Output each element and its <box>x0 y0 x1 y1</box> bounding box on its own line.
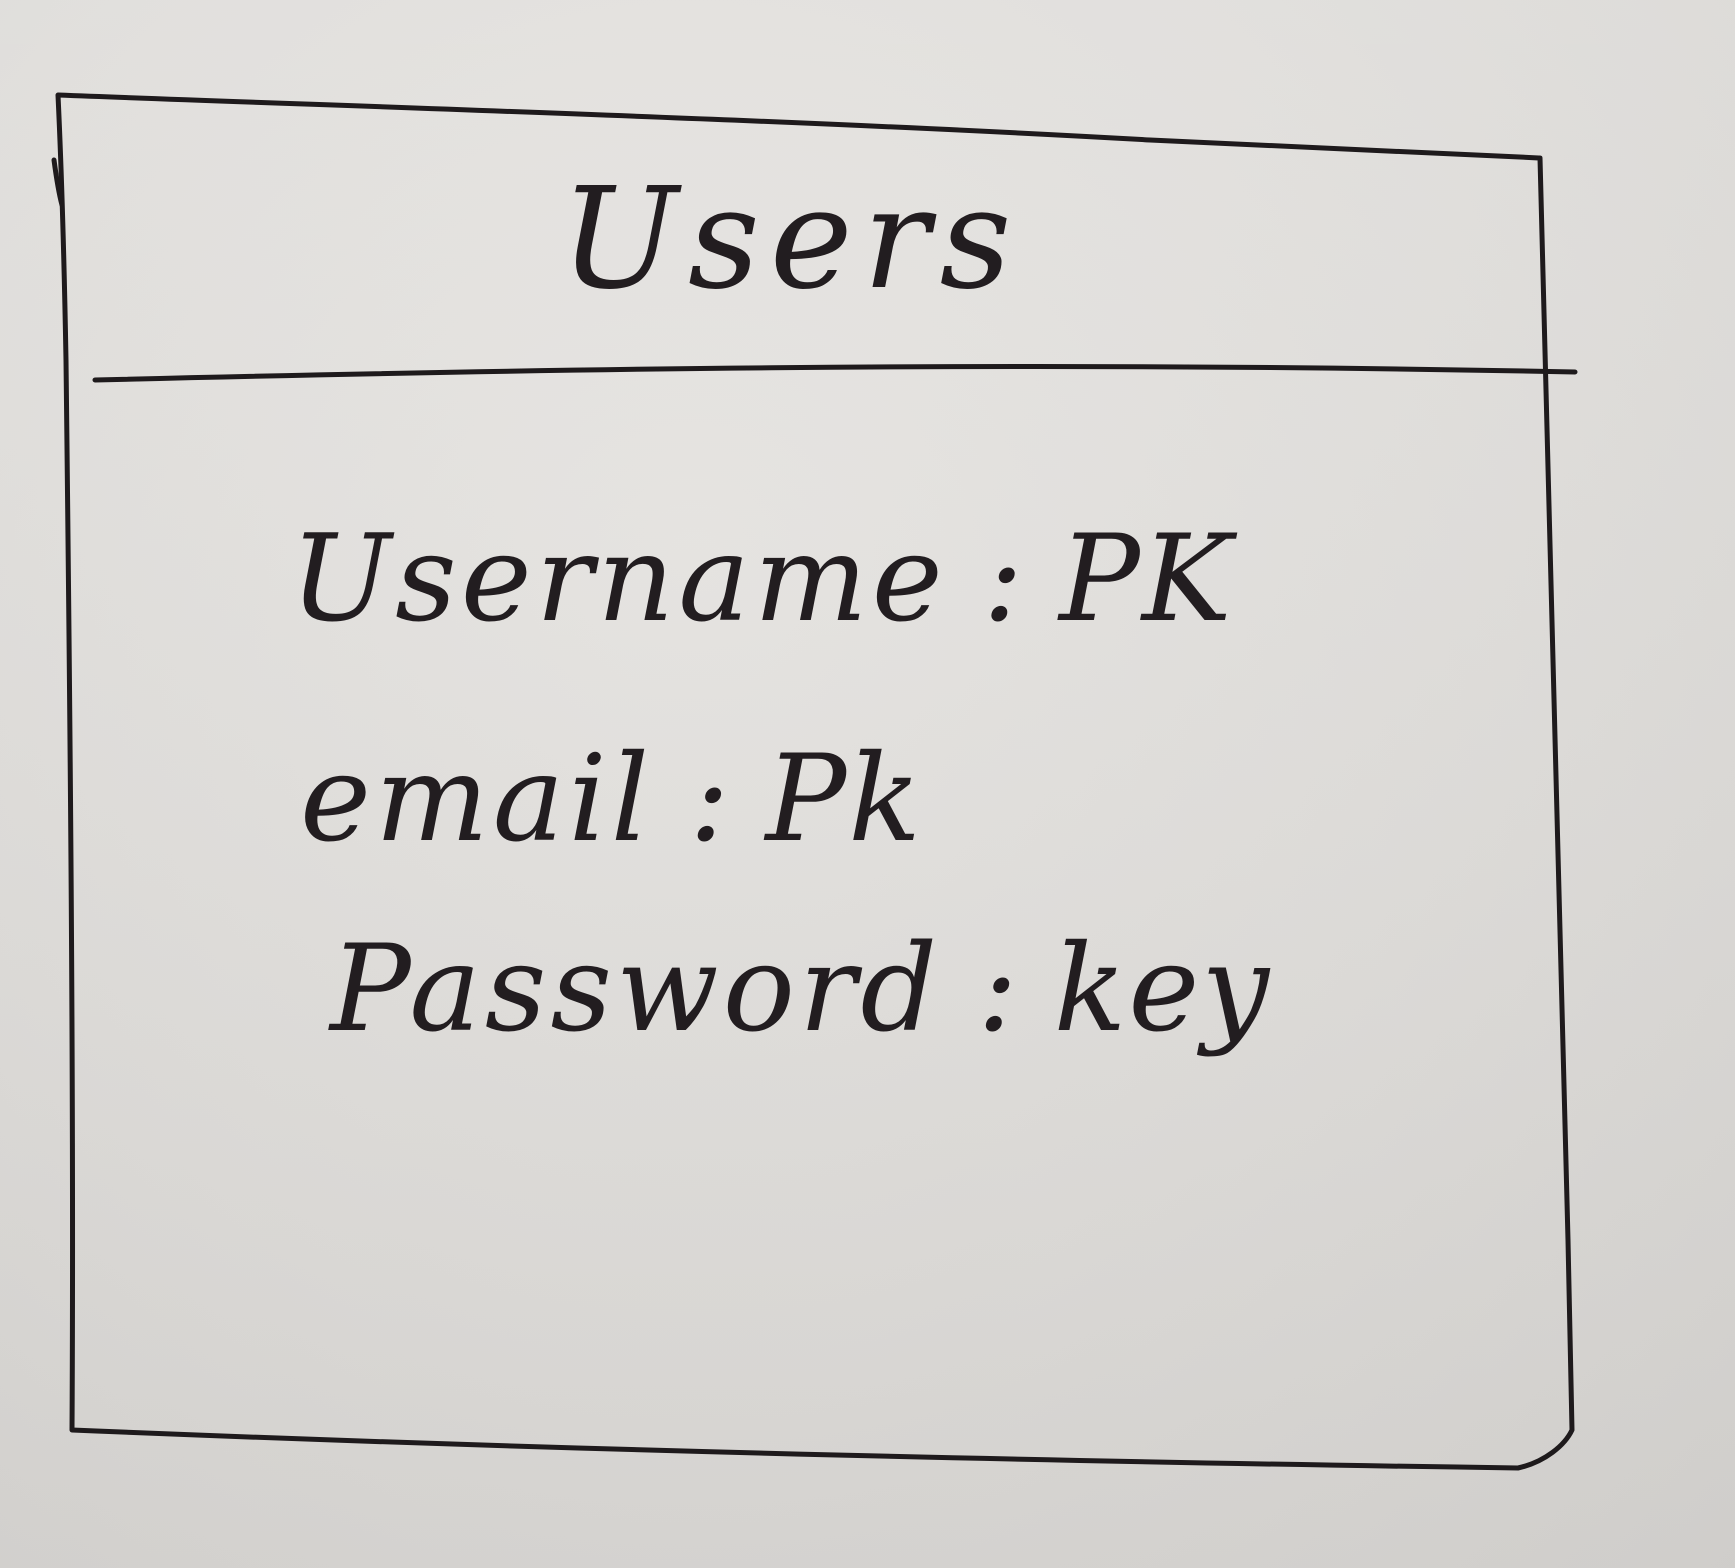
header-divider <box>92 364 1578 383</box>
entity-title: Users <box>560 158 1022 321</box>
entity-box-outline <box>55 92 1575 1471</box>
attribute-row-password: Password: key <box>330 930 1271 1050</box>
attribute-separator: : <box>689 730 730 869</box>
attribute-name: Username <box>290 510 947 649</box>
attribute-key: key <box>1053 920 1272 1059</box>
attribute-key: PK <box>1059 510 1234 649</box>
attribute-separator: : <box>977 920 1018 1059</box>
attribute-name: email <box>300 730 654 869</box>
corner-tick <box>51 157 65 208</box>
attribute-row-email: email: Pk <box>300 740 923 860</box>
attribute-separator: : <box>982 510 1024 649</box>
attribute-name: Password <box>330 920 942 1059</box>
attribute-key: Pk <box>765 730 924 869</box>
attribute-row-username: Username: PK <box>290 520 1234 640</box>
